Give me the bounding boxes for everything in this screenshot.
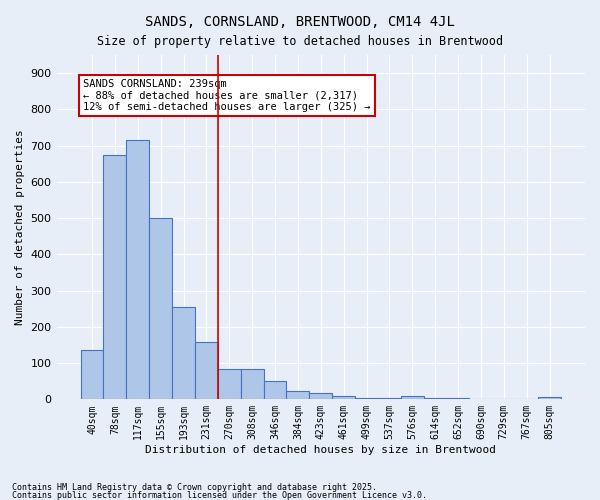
Bar: [493, 398, 515, 400]
Text: Contains HM Land Registry data © Crown copyright and database right 2025.: Contains HM Land Registry data © Crown c…: [12, 483, 377, 492]
Bar: [218, 368, 241, 400]
Bar: [355, 398, 378, 400]
Bar: [127, 140, 149, 400]
Bar: [446, 398, 469, 400]
Bar: [286, 392, 310, 400]
Text: Contains public sector information licensed under the Open Government Licence v3: Contains public sector information licen…: [12, 490, 427, 500]
Bar: [424, 398, 446, 400]
Bar: [332, 396, 355, 400]
Bar: [515, 398, 538, 400]
Bar: [149, 218, 172, 400]
X-axis label: Distribution of detached houses by size in Brentwood: Distribution of detached houses by size …: [145, 445, 496, 455]
Bar: [263, 381, 286, 400]
Bar: [195, 342, 218, 400]
Bar: [241, 368, 263, 400]
Text: SANDS, CORNSLAND, BRENTWOOD, CM14 4JL: SANDS, CORNSLAND, BRENTWOOD, CM14 4JL: [145, 15, 455, 29]
Text: SANDS CORNSLAND: 239sqm
← 88% of detached houses are smaller (2,317)
12% of semi: SANDS CORNSLAND: 239sqm ← 88% of detache…: [83, 79, 370, 112]
Bar: [538, 397, 561, 400]
Text: Size of property relative to detached houses in Brentwood: Size of property relative to detached ho…: [97, 35, 503, 48]
Bar: [310, 393, 332, 400]
Y-axis label: Number of detached properties: Number of detached properties: [15, 130, 25, 325]
Bar: [172, 307, 195, 400]
Bar: [378, 398, 401, 400]
Bar: [80, 350, 103, 400]
Bar: [103, 154, 127, 400]
Bar: [469, 398, 493, 400]
Bar: [401, 396, 424, 400]
